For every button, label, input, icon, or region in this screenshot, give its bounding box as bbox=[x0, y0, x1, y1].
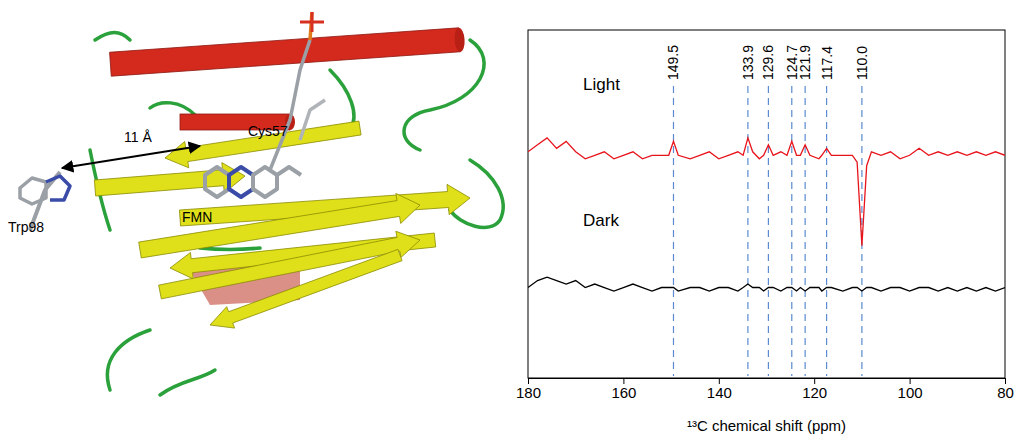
peak-line bbox=[826, 86, 827, 376]
stick bbox=[205, 167, 229, 197]
x-tick: 120 bbox=[802, 378, 827, 401]
x-tick-label: 160 bbox=[611, 384, 636, 401]
x-axis-title: ¹³C chemical shift (ppm) bbox=[687, 417, 846, 434]
peak-line bbox=[673, 86, 674, 376]
stick bbox=[300, 12, 324, 32]
structure-label: 11 Å bbox=[124, 129, 152, 145]
x-tick-label: 120 bbox=[802, 384, 827, 401]
beta-strand bbox=[210, 249, 402, 328]
spectrum-line bbox=[528, 277, 1005, 291]
x-tick-label: 100 bbox=[898, 384, 923, 401]
x-tick-label: 80 bbox=[997, 384, 1014, 401]
series-label: Light bbox=[583, 75, 620, 94]
plot-frame bbox=[528, 30, 1005, 378]
loop bbox=[200, 248, 260, 250]
peak-line bbox=[747, 86, 748, 376]
loop bbox=[107, 330, 150, 390]
x-tick: 140 bbox=[707, 378, 732, 401]
loop bbox=[330, 70, 354, 130]
peak-label: 110.0 bbox=[854, 46, 870, 80]
peak-label: 117.4 bbox=[819, 46, 835, 80]
peak-label: 149.5 bbox=[665, 45, 681, 80]
x-tick: 80 bbox=[997, 378, 1014, 401]
peak-label: 129.6 bbox=[760, 45, 776, 80]
distance-arrow bbox=[62, 146, 200, 168]
protein-cartoon: Trp98 11 Å FMN Cys57 bbox=[8, 12, 503, 395]
spectrum-line bbox=[528, 138, 1005, 246]
series-lines bbox=[528, 138, 1005, 291]
peak-line bbox=[791, 86, 792, 376]
stick bbox=[20, 178, 46, 204]
x-tick: 100 bbox=[898, 378, 923, 401]
loop bbox=[160, 370, 215, 395]
beta-strand bbox=[165, 121, 361, 168]
stick bbox=[229, 167, 253, 197]
structure-label: Cys57 bbox=[248, 123, 288, 139]
structure-label: Trp98 bbox=[8, 219, 44, 235]
stick bbox=[46, 176, 70, 200]
structure-label: FMN bbox=[182, 209, 212, 225]
helix-body bbox=[110, 28, 461, 76]
x-tick: 160 bbox=[611, 378, 636, 401]
beta-strand bbox=[94, 163, 245, 196]
stick bbox=[253, 167, 277, 197]
loop bbox=[95, 33, 130, 41]
stick bbox=[277, 167, 301, 175]
spectrum-chart: 180 160 140 120 100 80 ¹³C chemical shift (ppm… bbox=[516, 30, 1014, 434]
x-axis: 180 160 140 120 100 80 bbox=[516, 378, 1014, 401]
helix-cap bbox=[454, 27, 466, 52]
loop bbox=[404, 40, 484, 150]
helix bbox=[110, 27, 466, 76]
peak-label: 121.9 bbox=[797, 45, 813, 80]
loop bbox=[150, 103, 195, 115]
peak-label: 133.9 bbox=[740, 45, 756, 80]
figure: Trp98 11 Å FMN Cys57 180 160 140 120 100 80 ¹³C ch… bbox=[0, 0, 1019, 443]
x-tick-label: 140 bbox=[707, 384, 732, 401]
x-tick-label: 180 bbox=[516, 384, 541, 401]
x-axis-line bbox=[529, 379, 1006, 385]
peak-line bbox=[805, 86, 806, 376]
x-tick: 180 bbox=[516, 378, 541, 401]
peak-line bbox=[768, 86, 769, 376]
peak-lines bbox=[673, 86, 861, 376]
stick bbox=[300, 100, 325, 140]
stick bbox=[270, 40, 310, 170]
series-label: Dark bbox=[583, 211, 619, 230]
